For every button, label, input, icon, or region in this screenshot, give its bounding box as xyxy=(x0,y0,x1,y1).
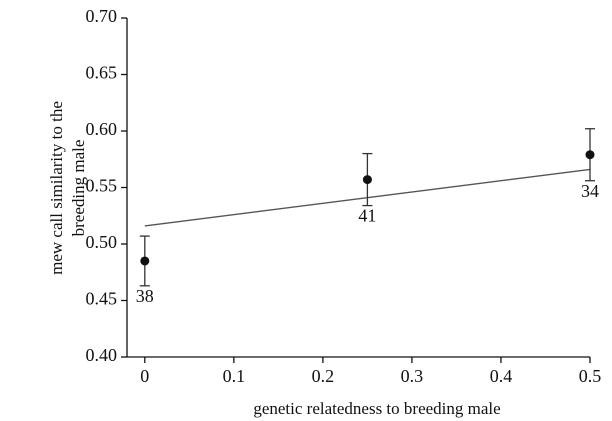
x-tick-label: 0.3 xyxy=(401,366,424,386)
point xyxy=(140,256,150,266)
y-tick-label: 0.70 xyxy=(86,6,118,26)
x-tick-label: 0.1 xyxy=(223,366,246,386)
sample-size-label: 34 xyxy=(581,181,599,201)
y-tick-label: 0.60 xyxy=(86,119,118,139)
x-tick-label: 0.2 xyxy=(312,366,335,386)
x-tick-label: 0.4 xyxy=(490,366,513,386)
y-tick-label: 0.50 xyxy=(86,232,118,252)
point xyxy=(585,150,595,160)
x-axis-label: genetic relatedness to breeding male xyxy=(253,399,500,418)
y-tick-label: 0.45 xyxy=(86,289,118,309)
y-tick-label: 0.55 xyxy=(86,176,118,196)
x-tick-label: 0 xyxy=(140,366,149,386)
y-axis-label-line: breeding male xyxy=(69,140,88,237)
y-axis-label: mew call similarity to the breeding male xyxy=(47,101,88,275)
sample-size-label: 38 xyxy=(136,286,154,306)
y-tick-label: 0.40 xyxy=(86,345,118,365)
y-axis-label-line: mew call similarity to the xyxy=(47,101,66,275)
point xyxy=(362,175,372,185)
y-tick-label: 0.65 xyxy=(86,63,118,83)
sample-size-label: 41 xyxy=(358,206,376,226)
x-tick-label: 0.5 xyxy=(579,366,602,386)
